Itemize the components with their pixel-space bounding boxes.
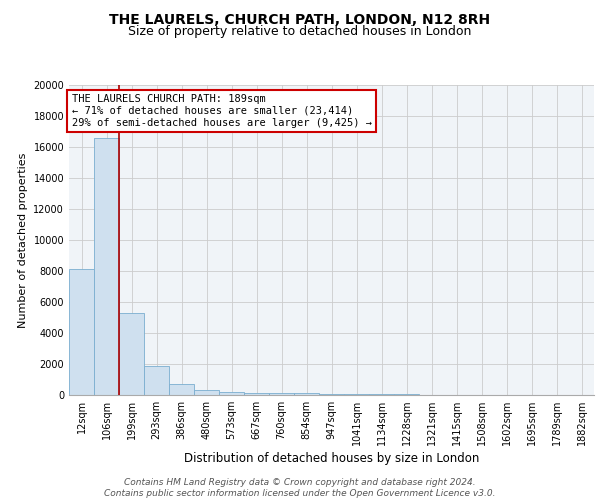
Text: Contains HM Land Registry data © Crown copyright and database right 2024.
Contai: Contains HM Land Registry data © Crown c…: [104, 478, 496, 498]
Y-axis label: Number of detached properties: Number of detached properties: [18, 152, 28, 328]
Bar: [369, 394, 394, 395]
Bar: [319, 394, 344, 395]
Bar: [244, 392, 269, 395]
Text: THE LAURELS CHURCH PATH: 189sqm
← 71% of detached houses are smaller (23,414)
29: THE LAURELS CHURCH PATH: 189sqm ← 71% of…: [71, 94, 371, 128]
X-axis label: Distribution of detached houses by size in London: Distribution of detached houses by size …: [184, 452, 479, 466]
Bar: [169, 384, 194, 395]
Bar: [294, 394, 319, 395]
Bar: [219, 392, 244, 395]
Bar: [269, 392, 294, 395]
Text: THE LAURELS, CHURCH PATH, LONDON, N12 8RH: THE LAURELS, CHURCH PATH, LONDON, N12 8R…: [109, 12, 491, 26]
Bar: [194, 390, 219, 395]
Bar: [344, 394, 369, 395]
Bar: [94, 138, 119, 395]
Bar: [144, 366, 169, 395]
Bar: [69, 270, 94, 395]
Bar: [394, 394, 419, 395]
Text: Size of property relative to detached houses in London: Size of property relative to detached ho…: [128, 25, 472, 38]
Bar: [119, 313, 144, 395]
